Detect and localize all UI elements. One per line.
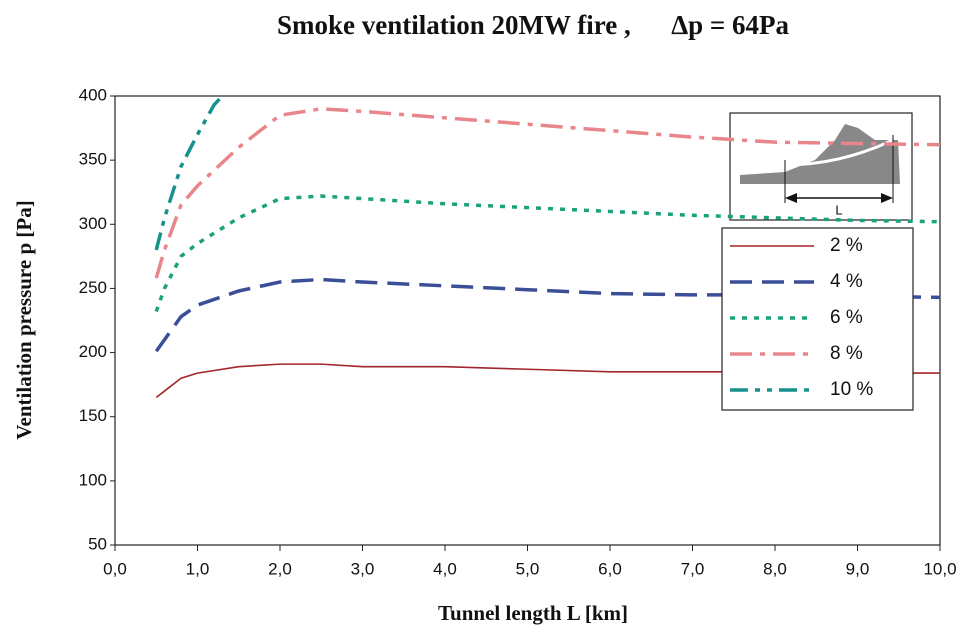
y-tick-label: 350: [79, 150, 107, 169]
x-tick-label: 4,0: [433, 559, 457, 578]
y-tick-label: 100: [79, 470, 107, 489]
inset-diagram: L: [729, 112, 913, 221]
y-tick-label: 300: [79, 214, 107, 233]
y-tick-label: 50: [88, 534, 107, 553]
y-tick-label: 150: [79, 406, 107, 425]
x-tick-label: 8,0: [763, 559, 787, 578]
x-tick-label: 9,0: [846, 559, 870, 578]
y-tick-label: 250: [79, 278, 107, 297]
legend-label: 4 %: [830, 271, 863, 292]
series-line: [154, 96, 224, 251]
y-axis-label: Ventilation pressure p [Pa]: [12, 200, 36, 439]
chart-title: Smoke ventilation 20MW fire , Δp = 64Pa: [277, 10, 790, 40]
x-tick-label: 0,0: [103, 559, 127, 578]
x-tick-label: 3,0: [351, 559, 375, 578]
x-tick-label: 5,0: [516, 559, 540, 578]
x-tick-label: 10,0: [923, 559, 956, 578]
x-tick-label: 1,0: [186, 559, 210, 578]
legend-label: 6 %: [830, 307, 863, 328]
y-tick-label: 400: [79, 85, 107, 104]
inset-label: L: [835, 202, 842, 217]
legend-box: [721, 227, 914, 411]
legend-label: 2 %: [830, 235, 863, 256]
legend-label: 8 %: [830, 343, 863, 364]
x-axis-label: Tunnel length L [km]: [438, 601, 628, 625]
y-tick-label: 200: [79, 342, 107, 361]
x-tick-label: 7,0: [681, 559, 705, 578]
inset-arrowheads: [785, 193, 893, 203]
inset-tunnel: [784, 138, 894, 167]
inset-mountain: [740, 124, 900, 184]
x-tick-label: 2,0: [268, 559, 292, 578]
legend-label: 10 %: [830, 379, 873, 400]
x-tick-label: 6,0: [598, 559, 622, 578]
